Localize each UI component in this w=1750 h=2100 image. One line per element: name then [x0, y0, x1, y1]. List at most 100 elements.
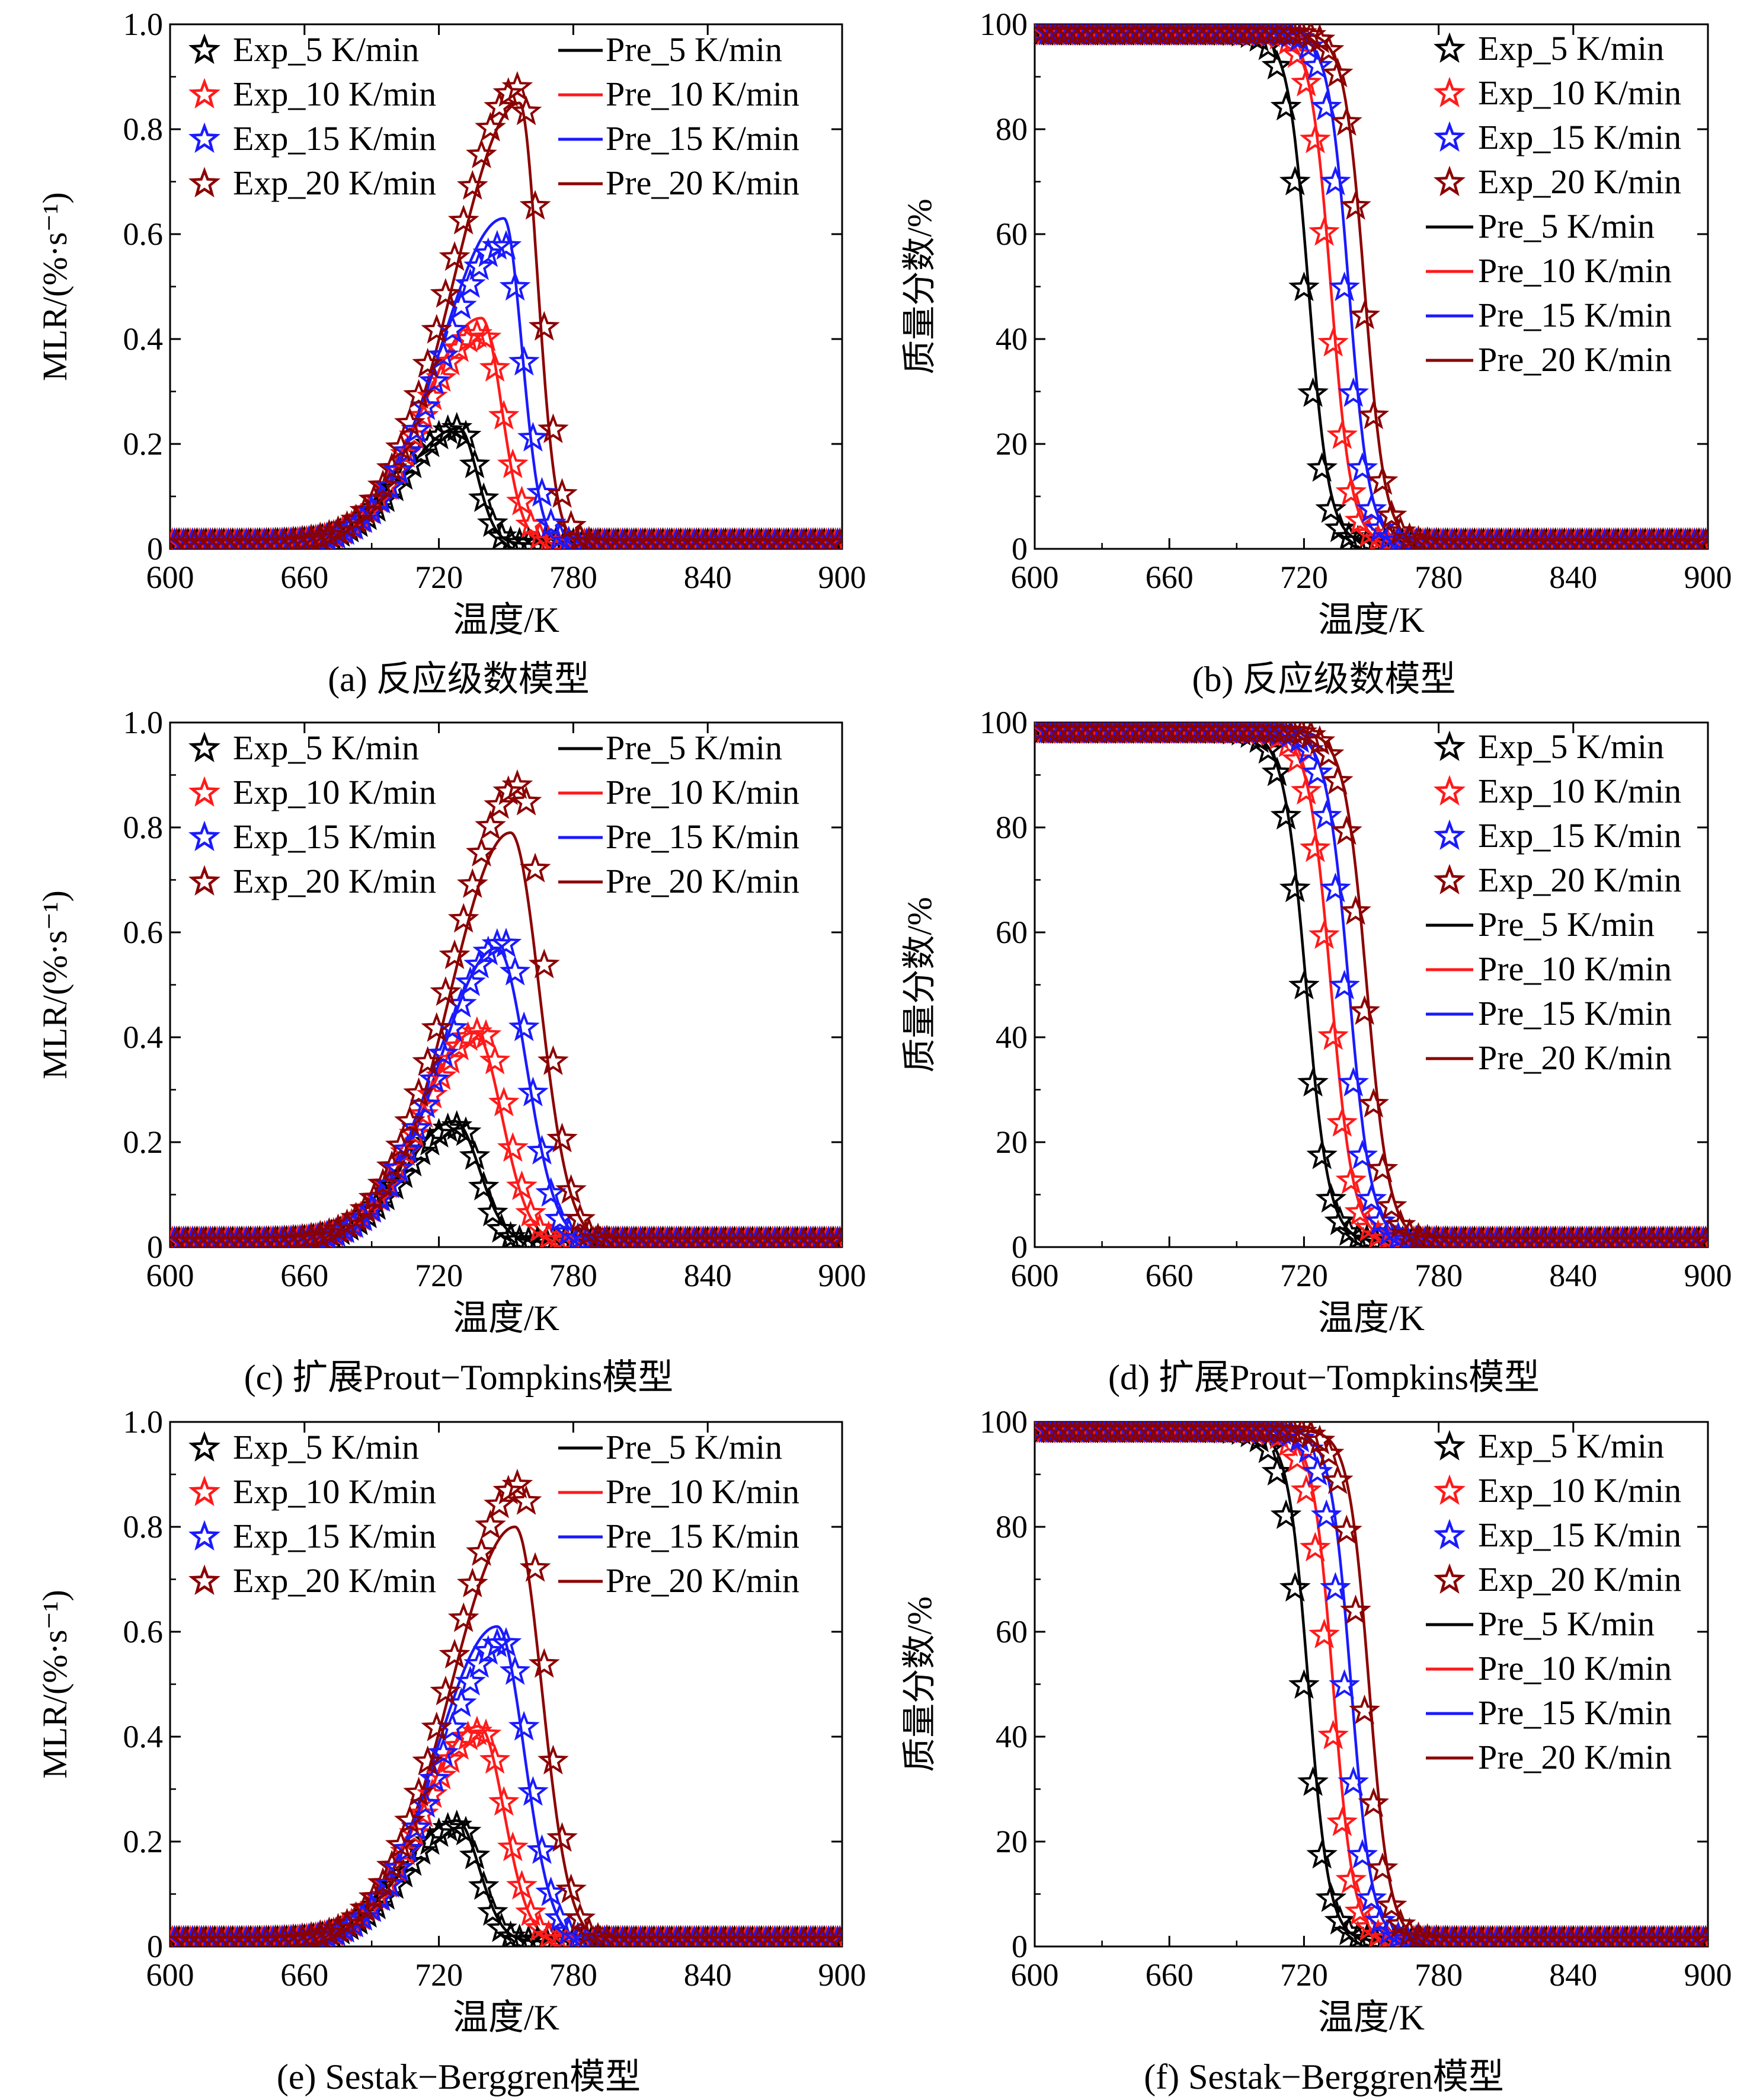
exp-marker-20 — [484, 91, 516, 121]
x-tick-label: 900 — [818, 1258, 866, 1293]
y-axis-label: MLR/(%·s⁻¹) — [36, 1590, 74, 1779]
exp-marker-15 — [472, 935, 504, 966]
exp-marker-10 — [434, 1044, 466, 1074]
exp-marker-5 — [1279, 1572, 1311, 1602]
legend-marker-exp-20 — [1434, 864, 1466, 895]
exp-marker-15 — [481, 928, 513, 958]
x-tick-label: 660 — [1146, 1957, 1194, 1993]
exp-marker-20 — [1412, 1923, 1444, 1946]
exp-marker-10 — [1300, 832, 1331, 862]
exp-marker-5 — [1270, 91, 1302, 121]
x-tick-label: 660 — [280, 560, 328, 595]
y-tick-label: 100 — [980, 705, 1028, 740]
legend-marker-exp-15 — [1434, 1519, 1466, 1550]
y-tick-label: 20 — [996, 1124, 1028, 1160]
exp-marker-15 — [427, 339, 459, 369]
exp-marker-20 — [1349, 1695, 1381, 1725]
exp-marker-20 — [1681, 1925, 1708, 1946]
exp-marker-5 — [450, 1815, 482, 1846]
exp-marker-15 — [463, 250, 495, 280]
y-tick-label: 0.8 — [123, 1509, 164, 1545]
exp-marker-10 — [1326, 1806, 1358, 1836]
exp-marker-10 — [1335, 476, 1367, 506]
y-tick-label: 80 — [996, 1509, 1028, 1545]
exp-marker-20 — [815, 1925, 842, 1946]
exp-marker-20 — [403, 1077, 434, 1107]
exp-marker-5 — [468, 1171, 500, 1201]
exp-marker-20 — [1358, 399, 1390, 430]
exp-marker-10 — [1281, 38, 1313, 68]
exp-marker-20 — [268, 1923, 300, 1946]
exp-marker-15 — [508, 1011, 540, 1041]
exp-marker-20 — [538, 1045, 569, 1075]
exp-marker-20 — [1340, 190, 1371, 220]
legend-label-exp-15: Exp_15 K/min — [233, 119, 436, 158]
legend-marker-exp-15 — [188, 820, 220, 852]
x-axis-label: 温度/K — [1318, 600, 1425, 640]
exp-marker-20 — [1367, 1153, 1399, 1183]
exp-marker-20 — [367, 1866, 399, 1897]
exp-marker-20 — [1313, 1437, 1345, 1468]
exp-marker-20 — [376, 1150, 408, 1180]
legend-label-pre-15: Pre_15 K/min — [1478, 994, 1672, 1033]
exp-marker-10 — [479, 1044, 511, 1075]
exp-marker-10 — [479, 351, 511, 382]
exp-marker-10 — [1326, 1107, 1358, 1137]
legend-label-exp-20: Exp_20 K/min — [233, 862, 436, 900]
exp-marker-5 — [450, 420, 482, 450]
exp-marker-20 — [385, 1829, 417, 1859]
exp-marker-5 — [1333, 521, 1365, 549]
y-tick-label: 0.8 — [123, 111, 164, 147]
exp-marker-15 — [463, 948, 495, 979]
exp-marker-15 — [1355, 1182, 1387, 1213]
exp-marker-20 — [824, 1925, 842, 1946]
exp-marker-5 — [1315, 1182, 1347, 1213]
exp-marker-20 — [1394, 1917, 1425, 1946]
exp-marker-20 — [304, 522, 336, 549]
exp-marker-20 — [430, 976, 462, 1006]
exp-marker-20 — [322, 1213, 354, 1244]
exp-marker-20 — [1277, 24, 1308, 46]
exp-marker-5 — [459, 1140, 491, 1170]
exp-marker-10 — [1290, 775, 1322, 805]
x-tick-label: 720 — [1280, 1957, 1328, 1993]
exp-marker-20 — [1367, 465, 1399, 495]
exp-marker-5 — [1270, 800, 1302, 830]
x-axis-label: 温度/K — [1318, 1998, 1425, 2037]
exp-marker-20 — [582, 1922, 614, 1946]
exp-marker-10 — [470, 1718, 502, 1749]
exp-marker-10 — [1344, 1196, 1376, 1226]
exp-marker-15 — [1338, 377, 1370, 407]
exp-marker-20 — [555, 510, 587, 540]
exp-marker-5 — [1306, 1139, 1338, 1169]
exp-marker-5 — [477, 1196, 508, 1227]
x-tick-label: 600 — [146, 1258, 194, 1293]
exp-marker-20 — [564, 1902, 596, 1932]
legend-label-pre-20: Pre_20 K/min — [606, 862, 799, 900]
exp-marker-10 — [461, 1016, 493, 1046]
y-tick-label: 0.8 — [123, 810, 164, 845]
exp-marker-20 — [1277, 723, 1308, 745]
y-tick-label: 0 — [147, 1929, 163, 1964]
exp-marker-20 — [385, 1129, 417, 1159]
x-tick-label: 780 — [549, 1258, 597, 1293]
exp-marker-10 — [1281, 743, 1313, 773]
exp-marker-15 — [490, 928, 522, 958]
exp-marker-10 — [1326, 419, 1358, 449]
exp-marker-15 — [455, 966, 486, 996]
legend-label-exp-20: Exp_20 K/min — [233, 164, 436, 202]
y-axis-label: 质量分数/% — [900, 897, 939, 1072]
y-axis-label: 质量分数/% — [900, 199, 939, 374]
exp-marker-20 — [519, 852, 551, 883]
legend-marker-exp-10 — [188, 1475, 220, 1507]
exp-marker-10 — [1300, 1532, 1331, 1562]
exp-marker-15 — [517, 1776, 549, 1806]
exp-marker-15 — [526, 1834, 558, 1864]
exp-marker-20 — [528, 948, 560, 979]
exp-marker-20 — [1268, 1422, 1300, 1444]
legend-label-exp-5: Exp_5 K/min — [1478, 29, 1664, 68]
legend-label-exp-20: Exp_20 K/min — [1478, 162, 1681, 201]
exp-marker-20 — [1340, 895, 1371, 925]
legend-label-exp-5: Exp_5 K/min — [233, 1428, 419, 1466]
plot-area — [1035, 1422, 1708, 1946]
